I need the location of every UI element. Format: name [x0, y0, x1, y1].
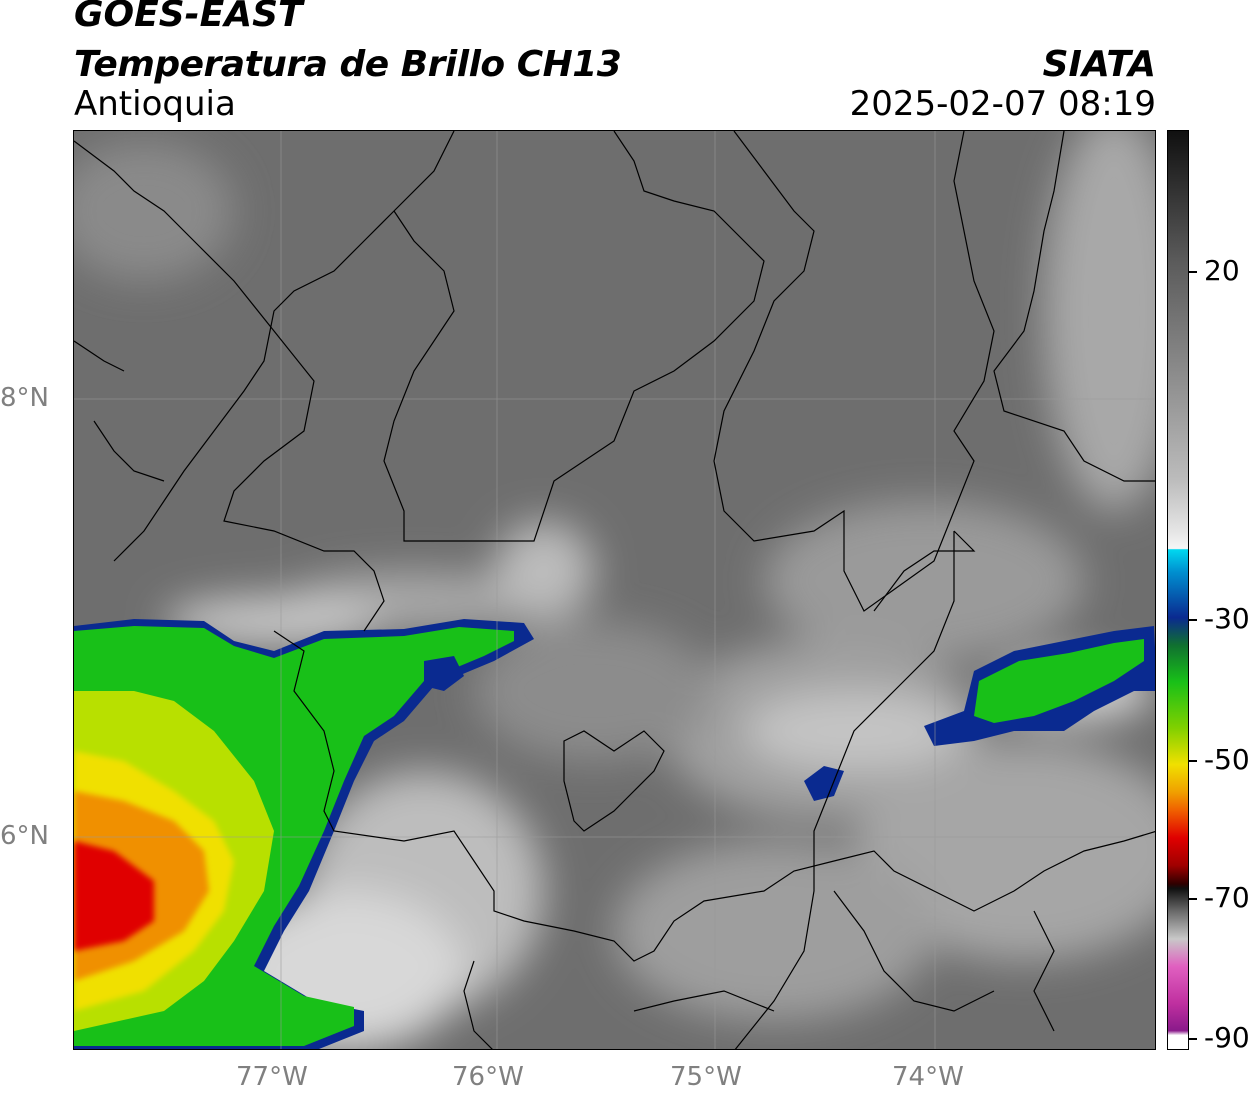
lat-label-6n: 6°N	[0, 821, 49, 851]
colorbar-label-minus70: -70	[1204, 881, 1250, 914]
temperature-colorbar	[1167, 130, 1189, 1050]
colorbar-tick-minus30	[1189, 619, 1197, 621]
lat-label-8n: 8°N	[0, 383, 49, 413]
colorbar-label-minus90: -90	[1204, 1021, 1250, 1054]
colorbar-tick-minus90	[1189, 1038, 1197, 1040]
colorbar-tick-minus70	[1189, 898, 1197, 900]
satellite-title: GOES-EAST	[74, 0, 303, 35]
lon-label-76w: 76°W	[452, 1062, 524, 1092]
colorbar-label-minus30: -30	[1204, 602, 1250, 635]
colorbar-label-minus50: -50	[1204, 743, 1250, 776]
product-title: Temperatura de Brillo CH13	[74, 44, 622, 85]
satellite-map	[73, 130, 1156, 1050]
convective-cloud-east	[804, 626, 1155, 801]
convective-cloud-west	[74, 619, 534, 1049]
lon-label-77w: 77°W	[236, 1062, 308, 1092]
colorbar-label-20: 20	[1204, 254, 1240, 287]
datetime-label: 2025-02-07 08:19	[849, 84, 1156, 124]
boundary-lines	[74, 131, 1155, 1049]
lon-label-74w: 74°W	[892, 1062, 964, 1092]
lon-label-75w: 75°W	[670, 1062, 742, 1092]
graticule	[74, 131, 1155, 1049]
region-label: Antioquia	[74, 84, 236, 124]
organization-label: SIATA	[1042, 44, 1156, 85]
map-imagery	[74, 131, 1155, 1049]
colorbar-tick-20	[1189, 271, 1197, 273]
colorbar-tick-minus50	[1189, 760, 1197, 762]
